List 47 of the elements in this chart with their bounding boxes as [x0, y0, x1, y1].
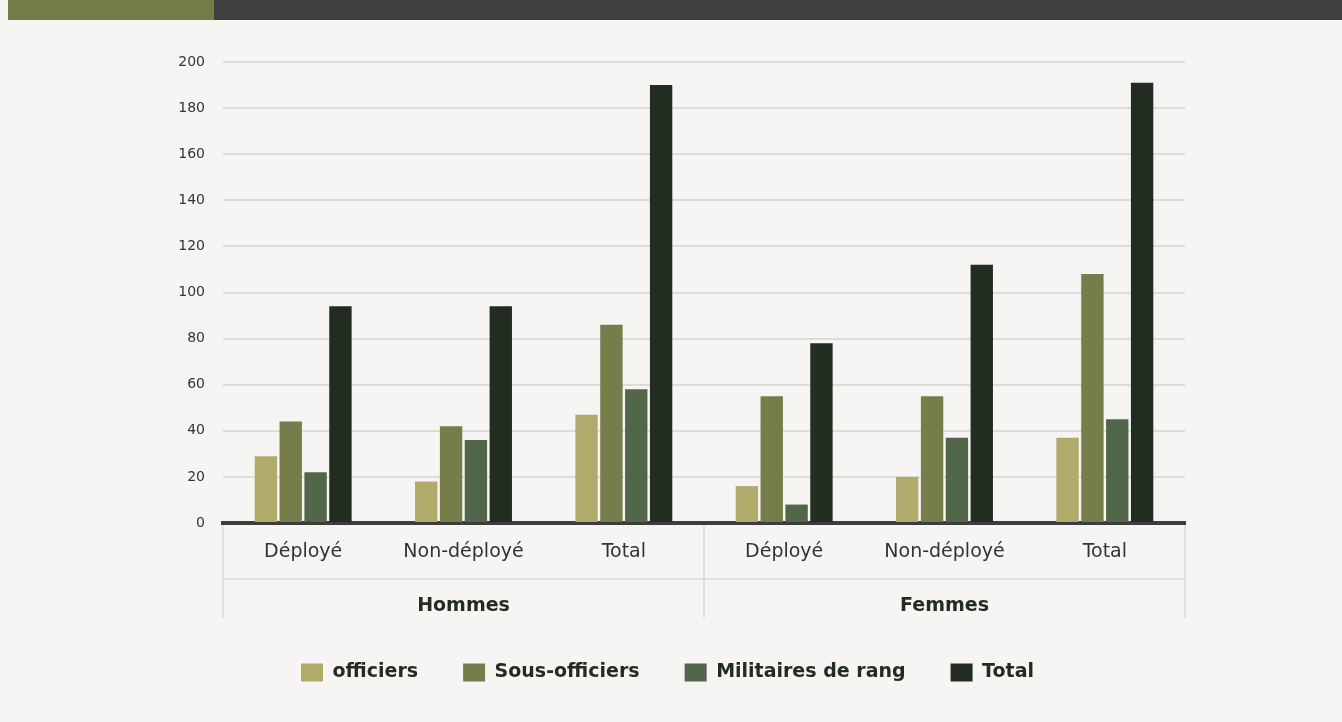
y-tick-label: 200 — [178, 52, 205, 69]
y-tick-label: 60 — [187, 375, 205, 392]
x-tick-label: Non-déployé — [884, 539, 1005, 562]
y-tick-label: 100 — [178, 283, 205, 300]
x-tick-label: Total — [600, 539, 647, 562]
bar — [279, 421, 302, 522]
y-tick-label: 160 — [178, 144, 205, 161]
bar — [896, 476, 919, 522]
bar — [439, 426, 463, 522]
bar — [1106, 419, 1129, 522]
legend-label: Total — [982, 659, 1035, 682]
y-tick-label: 40 — [187, 421, 205, 438]
bar — [329, 306, 352, 522]
bar — [489, 306, 512, 522]
bar — [304, 472, 327, 522]
legend-label: officiers — [332, 659, 419, 682]
bar — [415, 481, 438, 522]
y-tick-label: 80 — [187, 329, 205, 346]
x-tick-label: Non-déployé — [403, 539, 524, 562]
legend-label: Militaires de rang — [716, 659, 906, 682]
y-tick-label: 20 — [187, 467, 205, 484]
bar — [810, 343, 833, 522]
bar — [575, 414, 598, 522]
bar — [1130, 82, 1154, 522]
bar — [970, 264, 993, 522]
y-tick-label: 0 — [196, 513, 205, 530]
bar — [254, 456, 278, 522]
bar — [600, 324, 623, 522]
bar — [1056, 437, 1079, 522]
x-tick-label: Total — [1081, 539, 1128, 562]
y-tick-label: 140 — [178, 190, 205, 207]
text: Femmes — [900, 592, 989, 615]
bar — [920, 396, 944, 522]
x-tick-label: Déployé — [745, 539, 824, 562]
legend-label: Sous-officiers — [494, 659, 640, 682]
bar — [735, 486, 759, 522]
bar — [945, 437, 969, 522]
bar — [1081, 274, 1104, 522]
bar — [625, 389, 648, 522]
y-tick-label: 120 — [178, 237, 205, 254]
y-tick-label: 180 — [178, 98, 205, 115]
bar — [760, 396, 783, 522]
bar — [649, 85, 673, 522]
x-tick-label: Déployé — [264, 539, 343, 562]
text: Hommes — [417, 592, 510, 615]
bar — [785, 504, 808, 522]
bar — [464, 440, 488, 522]
